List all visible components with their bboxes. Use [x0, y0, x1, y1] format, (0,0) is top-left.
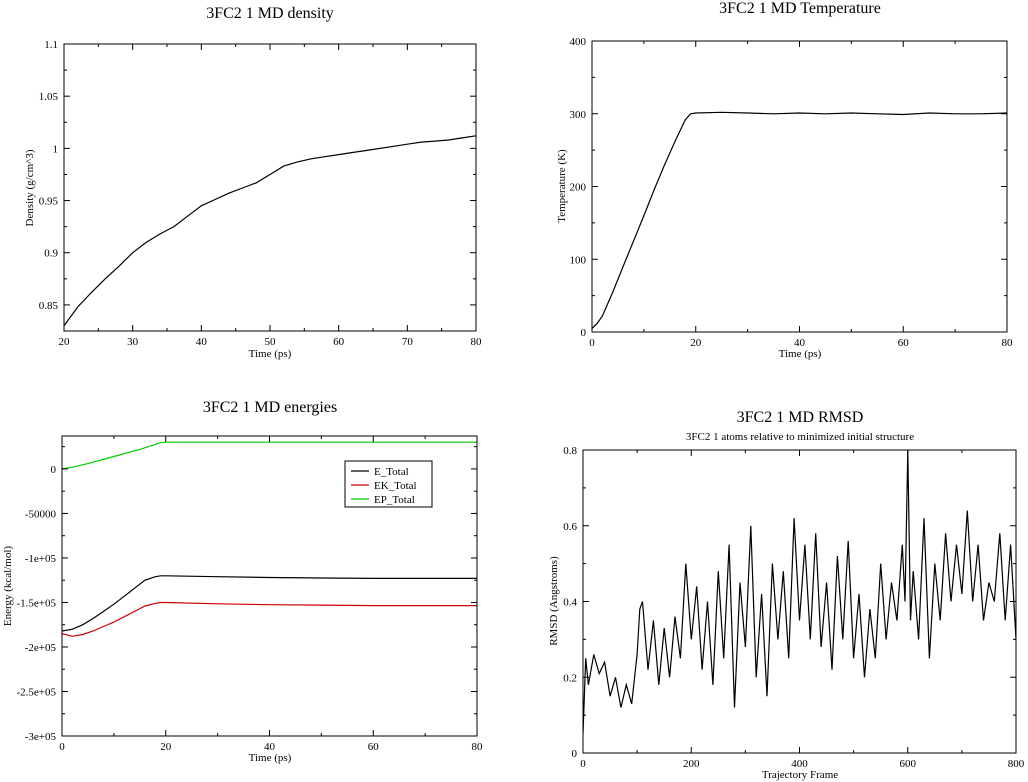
y-tick-label: 1.1 [44, 39, 58, 51]
x-tick-label: 30 [127, 336, 139, 348]
x-tick-label: 40 [264, 741, 276, 753]
y-tick-label: 0 [51, 464, 57, 476]
y-tick-label: 1.05 [39, 91, 59, 103]
x-tick-label: 600 [900, 758, 917, 770]
y-axis-label: Energy (kcal/mol) [2, 546, 14, 626]
y-tick-label: 0.8 [563, 445, 577, 457]
series-line-ek-total [62, 601, 477, 637]
y-tick-label: -2e+05 [25, 642, 57, 654]
series-line-ep-total [62, 441, 477, 470]
y-tick-label: 1 [53, 143, 59, 155]
density-chart: 3FC2 1 MD density 20 30 40 50 60 70 80 0.85 0.9 0.… [24, 5, 482, 360]
temperature-chart: 3FC2 1 MD Temperature 0 20 40 60 80 0 100 200 300… [556, 0, 1013, 360]
x-axis-label: Trajectory Frame [762, 769, 838, 781]
chart-title: 3FC2 1 MD RMSD [737, 409, 864, 426]
x-tick-label: 800 [1008, 758, 1025, 770]
x-tick-label: 80 [471, 336, 483, 348]
x-tick-label: 40 [794, 337, 806, 349]
y-tick-label: 0.9 [44, 248, 58, 260]
x-tick-label: 80 [1002, 337, 1014, 349]
x-tick-label: 60 [898, 337, 910, 349]
chart-subtitle: 3FC2 1 atoms relative to minimized initi… [686, 431, 914, 443]
series-line-e-total [62, 575, 477, 632]
series-line-0 [64, 135, 476, 327]
x-tick-label: 20 [59, 336, 71, 348]
x-tick-label: 200 [683, 758, 700, 770]
x-tick-label: 50 [265, 336, 277, 348]
chart-title: 3FC2 1 MD energies [203, 399, 337, 416]
x-tick-label: 20 [690, 337, 702, 349]
x-tick-label: 70 [402, 336, 414, 348]
y-tick-label: -1.5e+05 [17, 597, 57, 609]
y-tick-label: 0.4 [563, 597, 577, 609]
y-tick-label: -3e+05 [25, 731, 57, 743]
x-tick-label: 0 [580, 758, 586, 770]
y-axis-label: Density (g/cm^3) [24, 149, 36, 226]
y-tick-label: 0.6 [563, 521, 577, 533]
x-tick-label: 60 [333, 336, 345, 348]
y-tick-label: 0 [581, 327, 587, 339]
y-tick-label: 200 [570, 182, 587, 194]
legend-label: EP_Total [374, 494, 415, 506]
plot-frame [63, 43, 477, 332]
y-tick-label: 100 [570, 254, 587, 266]
y-tick-label: 0.85 [39, 300, 59, 312]
plot-frame [591, 40, 1008, 333]
series-line-0 [583, 450, 1016, 735]
y-axis-label: Temperature (K) [556, 149, 568, 223]
series-line-0 [592, 111, 1007, 329]
x-tick-label: 400 [791, 758, 808, 770]
y-tick-label: 300 [570, 109, 587, 121]
energies-chart: 3FC2 1 MD energies 0 20 40 60 80 0 -50000 -1e+05… [2, 399, 483, 764]
y-tick-label: 0 [572, 748, 578, 760]
y-tick-label: 400 [570, 36, 587, 48]
x-tick-label: 0 [59, 741, 65, 753]
x-axis-label: Time (ps) [249, 348, 292, 360]
legend-label: EK_Total [374, 480, 417, 492]
y-tick-label: -50000 [25, 508, 57, 520]
x-tick-label: 0 [589, 337, 595, 349]
x-axis-label: Time (ps) [249, 752, 292, 764]
x-tick-label: 20 [160, 741, 172, 753]
legend: E_Total EK_Total EP_Total [344, 460, 433, 508]
y-tick-label: -1e+05 [25, 553, 57, 565]
y-axis-label: RMSD (Angstroms) [548, 556, 560, 646]
legend-label: E_Total [374, 466, 409, 478]
x-tick-label: 80 [472, 741, 484, 753]
x-tick-label: 40 [196, 336, 208, 348]
x-tick-label: 60 [368, 741, 380, 753]
y-tick-label: 0.95 [39, 196, 59, 208]
chart-title: 3FC2 1 MD Temperature [719, 0, 881, 17]
y-tick-label: 0.2 [563, 672, 577, 684]
rmsd-chart: 3FC2 1 MD RMSD 3FC2 1 atoms relative to m… [548, 409, 1025, 781]
chart-title: 3FC2 1 MD density [206, 5, 334, 22]
x-axis-label: Time (ps) [779, 348, 822, 360]
y-tick-label: -2.5e+05 [17, 686, 57, 698]
